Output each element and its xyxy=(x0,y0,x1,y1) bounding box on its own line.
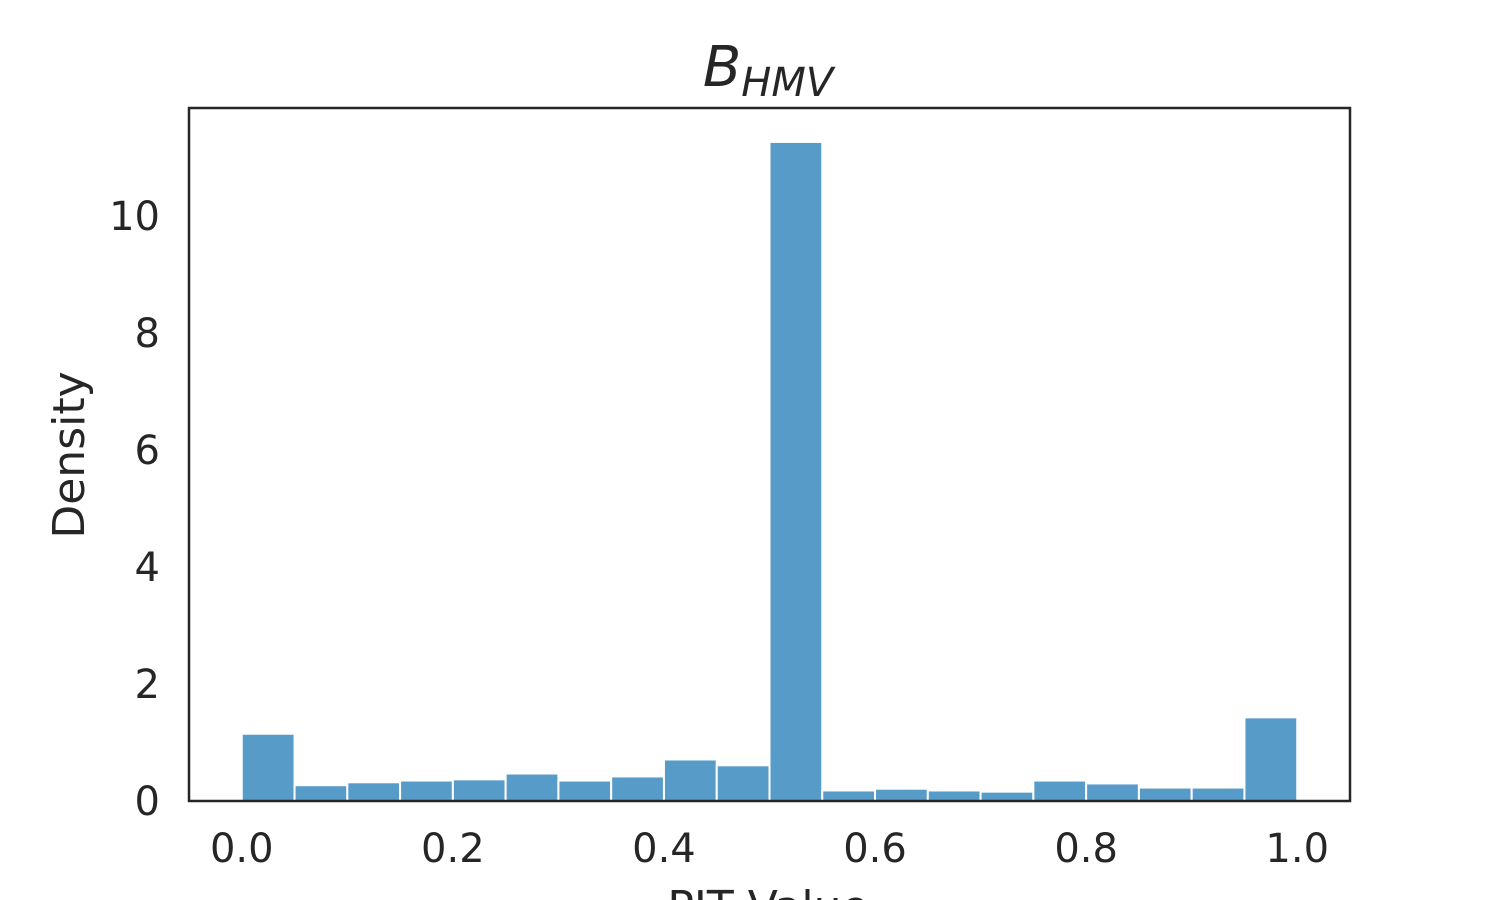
histogram-bar xyxy=(1190,786,1246,803)
y-tick-label: 2 xyxy=(135,662,160,708)
histogram-bar xyxy=(979,790,1035,803)
histogram-bar xyxy=(1032,779,1088,802)
histogram-bar xyxy=(557,779,613,802)
histogram-bar xyxy=(715,764,771,803)
x-tick-label: 0.0 xyxy=(210,826,274,872)
histogram-bar xyxy=(504,772,560,802)
x-tick-label: 0.8 xyxy=(1054,826,1118,872)
y-tick-label: 8 xyxy=(135,311,160,357)
histogram-bar xyxy=(240,732,296,802)
histogram-bar xyxy=(1137,786,1193,803)
histogram-bar xyxy=(293,784,349,803)
chart-title-subscript: HMV xyxy=(741,60,836,106)
x-tick-label: 0.2 xyxy=(421,826,485,872)
bars-group xyxy=(240,140,1299,803)
histogram-bar xyxy=(1243,716,1299,802)
chart-title: BHMV xyxy=(703,35,836,106)
histogram-bar xyxy=(610,775,665,803)
chart-title-main: B xyxy=(703,35,741,100)
histogram-bar xyxy=(451,778,507,802)
x-tick-label: 1.0 xyxy=(1265,826,1329,872)
y-tick-label: 4 xyxy=(135,545,160,591)
histogram-bar xyxy=(926,789,982,802)
x-axis-ticks: 0.0 0.2 0.4 0.6 0.8 1.0 xyxy=(210,826,1329,872)
histogram-bar xyxy=(1085,782,1140,802)
y-tick-label: 6 xyxy=(135,428,160,474)
x-tick-label: 0.4 xyxy=(632,826,696,872)
histogram-bar xyxy=(768,140,824,802)
x-axis-label: PIT Value xyxy=(667,882,868,900)
x-tick-label: 0.6 xyxy=(843,826,907,872)
histogram-bar xyxy=(399,779,454,802)
histogram-bar xyxy=(874,787,929,803)
histogram-bar xyxy=(346,781,402,802)
y-tick-label: 10 xyxy=(109,194,160,240)
y-axis-label: Density xyxy=(44,371,95,538)
y-axis-ticks: 0 2 4 6 8 10 xyxy=(109,194,160,825)
y-tick-label: 0 xyxy=(135,779,160,825)
plot-frame xyxy=(187,106,1352,803)
histogram-bar xyxy=(662,758,718,802)
histogram-bar xyxy=(821,789,877,802)
